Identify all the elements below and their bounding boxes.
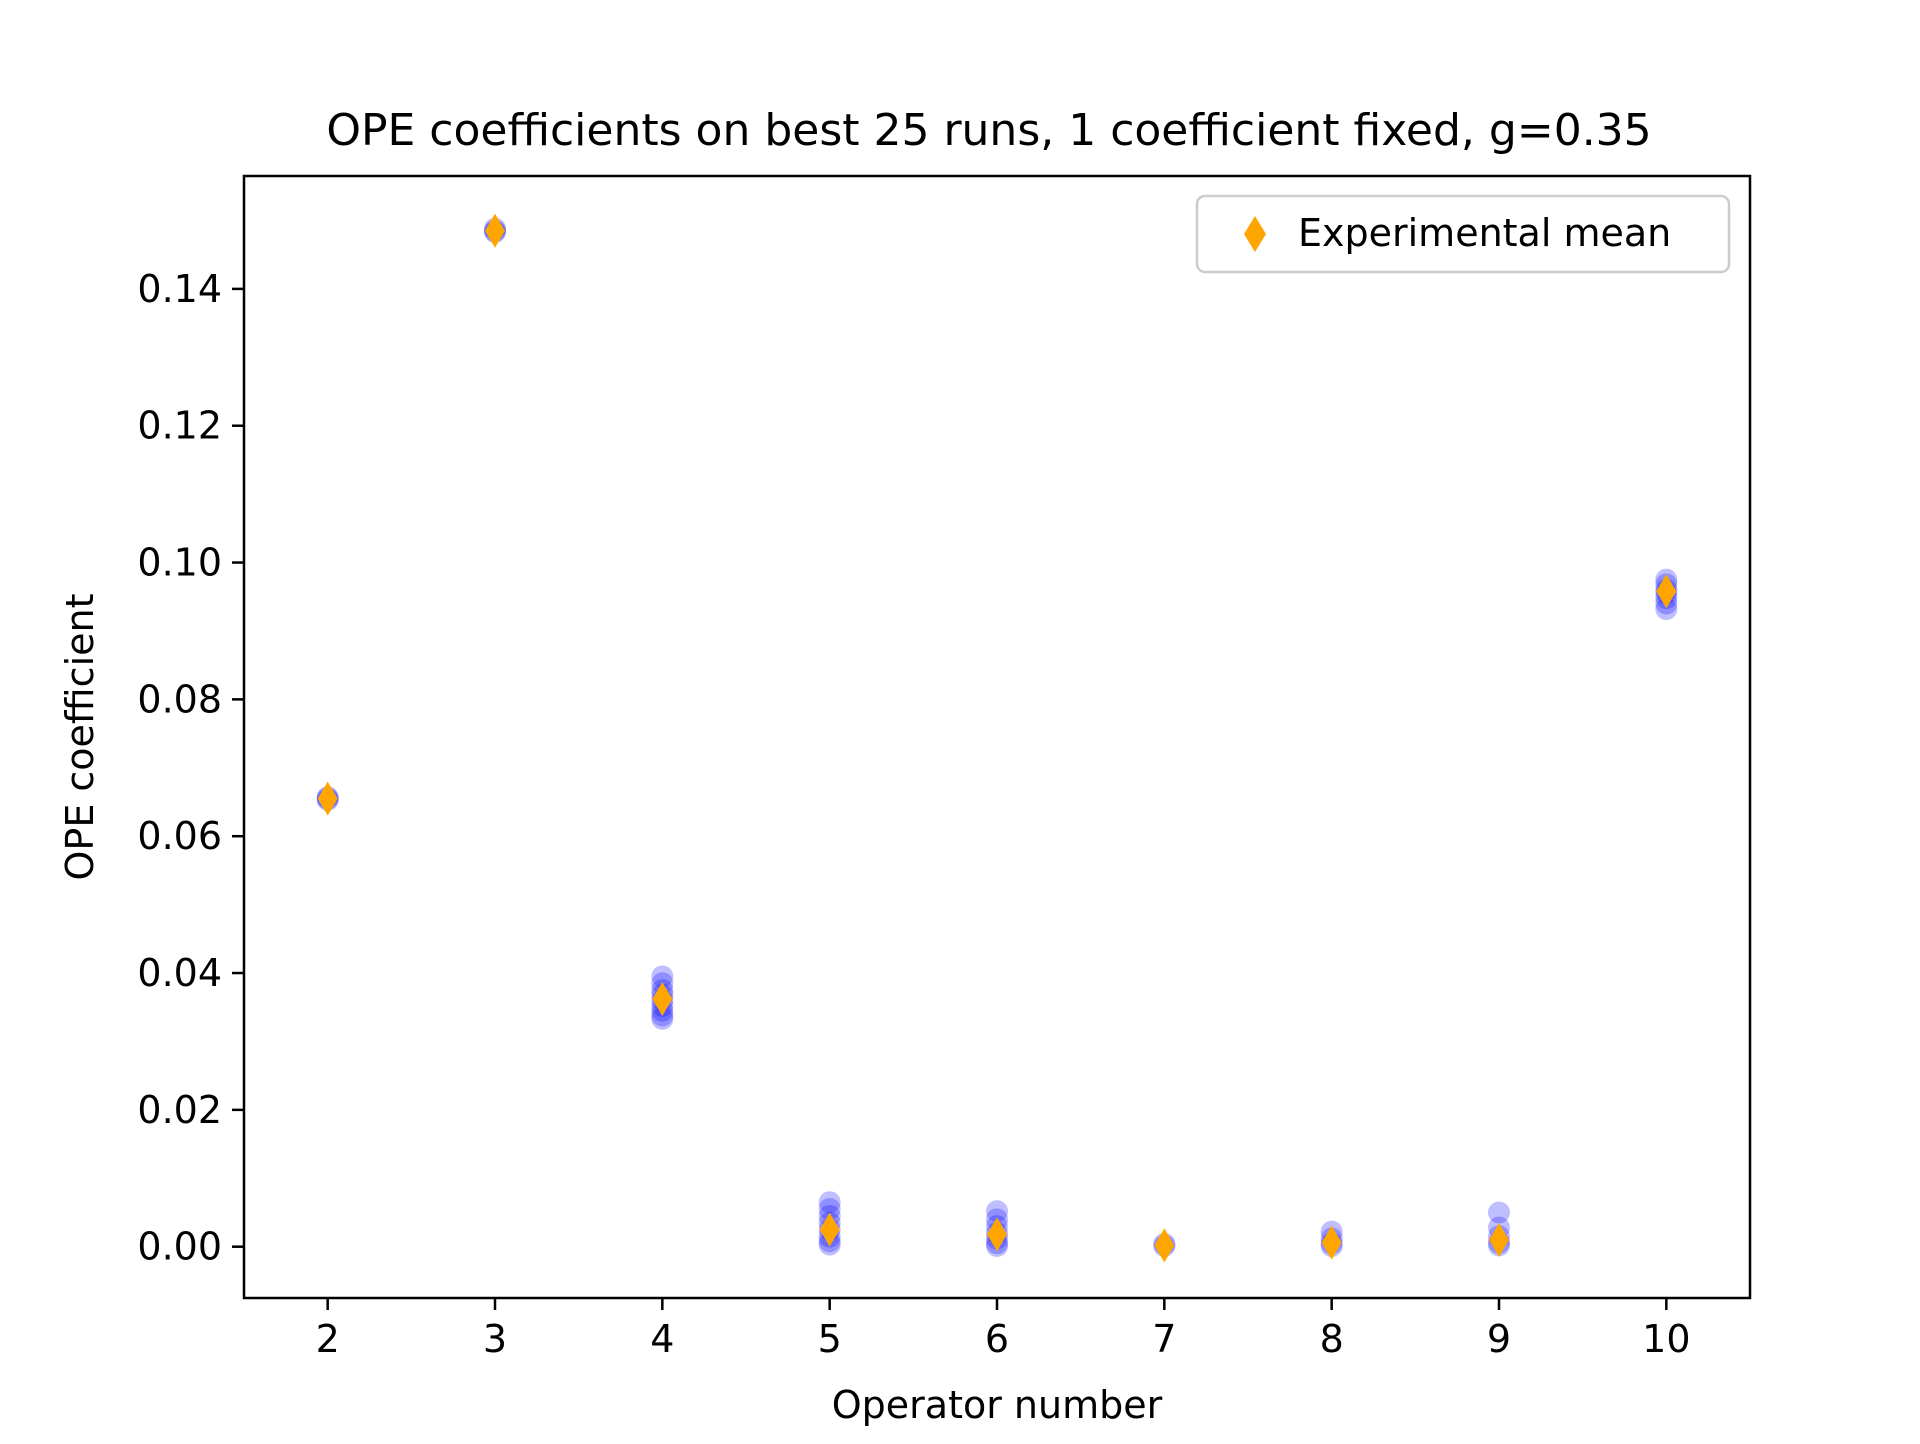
mean-point [819, 1212, 840, 1247]
mean-point [485, 213, 505, 248]
run-point [651, 965, 674, 988]
y-tick-label: 0.02 [137, 1088, 222, 1132]
mean-point [317, 781, 338, 816]
y-tick-label: 0.10 [137, 541, 222, 585]
x-axis-label: Operator number [832, 1383, 1163, 1427]
y-tick-label: 0.12 [137, 404, 222, 448]
y-tick-label: 0.14 [137, 267, 222, 311]
run-point [1488, 1201, 1510, 1224]
y-axis: 0.00 0.02 0.04 0.06 0.08 0.10 0.12 0.14 [137, 267, 244, 1269]
x-tick-label: 4 [650, 1317, 674, 1361]
y-tick-label: 0.06 [137, 814, 222, 858]
legend-label: Experimental mean [1298, 211, 1671, 255]
x-axis: 2 3 4 5 6 7 8 9 10 [316, 1298, 1691, 1361]
x-tick-label: 6 [985, 1317, 1009, 1361]
run-point [818, 1198, 841, 1221]
chart-title: OPE coefficients on best 25 runs, 1 coef… [326, 105, 1651, 156]
plot-area [316, 213, 1678, 1263]
y-tick-label: 0.04 [137, 951, 222, 995]
y-tick-label: 0.00 [137, 1225, 222, 1269]
mean-point [1321, 1225, 1342, 1260]
mean-point [987, 1217, 1007, 1252]
x-tick-label: 5 [818, 1317, 842, 1361]
legend-box [1195, 194, 1731, 274]
run-point [818, 1191, 841, 1214]
mean-point [652, 982, 673, 1017]
y-tick-label: 0.08 [137, 677, 222, 721]
x-tick-label: 7 [1152, 1317, 1176, 1361]
y-axis-label: OPE coefficient [58, 594, 102, 881]
run-point [1655, 598, 1678, 621]
legend: Experimental mean [1195, 194, 1731, 274]
mean-point [1656, 574, 1677, 609]
run-point [651, 1007, 674, 1030]
mean-point [1489, 1222, 1509, 1257]
legend-diamond-marker [1244, 216, 1266, 252]
run-point [986, 1200, 1008, 1223]
x-tick-label: 9 [1487, 1317, 1511, 1361]
mean-point [1154, 1228, 1175, 1263]
x-tick-label: 10 [1642, 1317, 1690, 1361]
x-tick-label: 2 [316, 1317, 340, 1361]
axes-frame [242, 174, 1752, 1300]
x-tick-label: 8 [1320, 1317, 1344, 1361]
x-tick-label: 3 [483, 1317, 507, 1361]
